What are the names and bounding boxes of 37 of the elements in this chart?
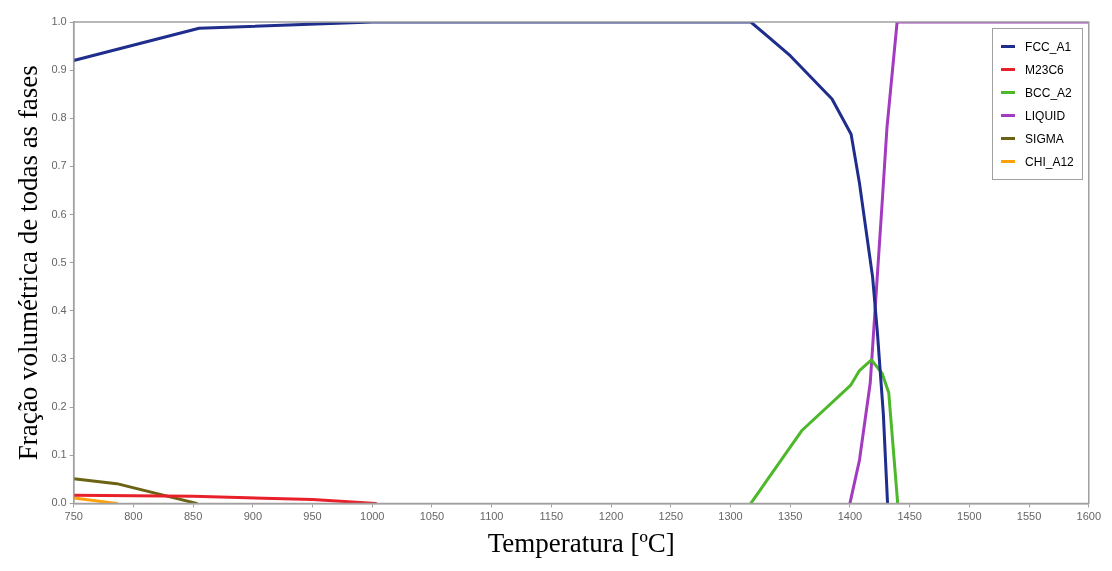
x-tick-label: 1250 <box>658 510 684 523</box>
x-tick-label: 1150 <box>539 510 564 523</box>
x-tick-label: 1500 <box>957 510 982 523</box>
x-tick-label: 1300 <box>718 510 743 523</box>
x-tick-label: 850 <box>183 510 203 523</box>
y-tick-label: 0.1 <box>51 448 67 461</box>
y-tick-label: 1.0 <box>51 15 67 28</box>
x-tick-label: 950 <box>303 510 322 523</box>
y-tick-label: 0.5 <box>51 255 67 268</box>
x-tick-label: 1200 <box>598 510 624 523</box>
legend-label: BCC_A2 <box>1025 85 1072 100</box>
x-axis-title: Temperatura [ºC] <box>487 527 675 558</box>
y-axis-title: Fração volumétrica de todas as fases <box>13 65 44 461</box>
y-tick-label: 0.7 <box>51 159 67 172</box>
x-tick-label: 1350 <box>777 510 803 523</box>
x-tick-label: 1450 <box>897 510 922 523</box>
x-tick-label: 1050 <box>419 510 445 523</box>
legend-label: CHI_A12 <box>1025 154 1074 169</box>
y-tick-label: 0.2 <box>51 400 67 413</box>
x-tick-label: 1600 <box>1076 510 1102 523</box>
x-tick-label: 800 <box>124 510 143 523</box>
x-tick-label: 900 <box>243 510 262 523</box>
x-tick-label: 1550 <box>1016 510 1042 523</box>
y-tick-label: 0.9 <box>51 63 67 76</box>
y-tick-label: 0.0 <box>51 496 67 509</box>
legend-label: M23C6 <box>1025 62 1064 77</box>
y-tick-label: 0.6 <box>51 207 67 220</box>
x-tick-label: 750 <box>64 510 83 523</box>
x-tick-label: 1100 <box>479 510 504 523</box>
legend-label: SIGMA <box>1025 131 1064 146</box>
y-tick-label: 0.8 <box>51 111 67 124</box>
x-tick-label: 1400 <box>837 510 863 523</box>
y-tick-label: 0.4 <box>51 303 67 316</box>
x-tick-label: 1000 <box>360 510 385 523</box>
legend-label: FCC_A1 <box>1025 39 1072 54</box>
legend-label: LIQUID <box>1025 108 1066 123</box>
y-tick-label: 0.3 <box>51 352 67 365</box>
